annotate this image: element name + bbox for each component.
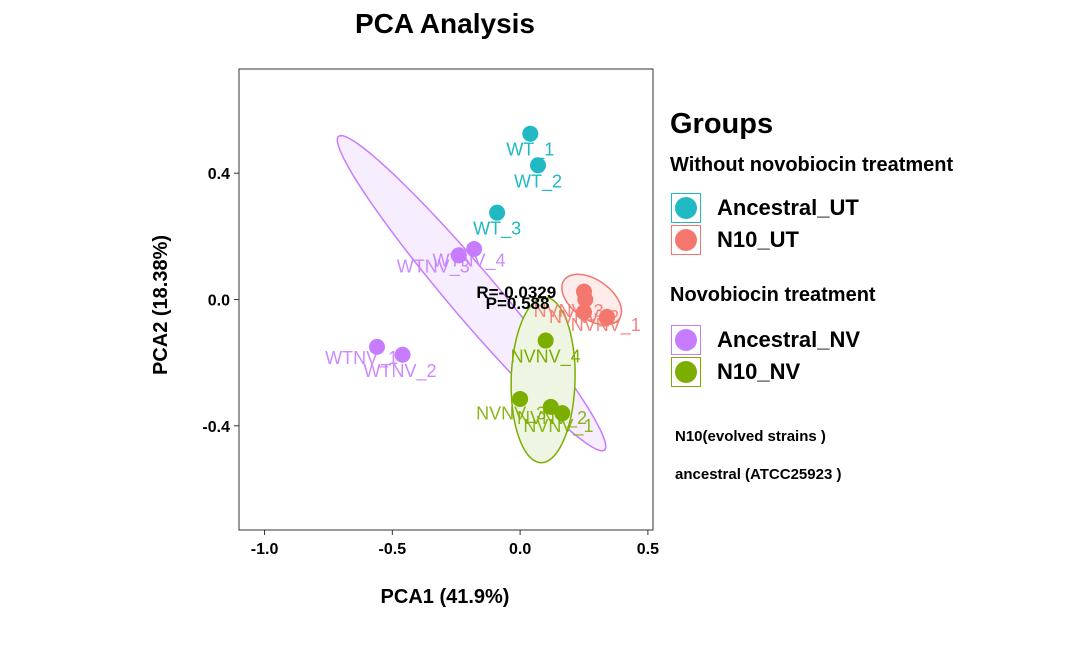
point-label: NVNV_3 [534, 301, 604, 322]
legend-label: Ancestral_UT [717, 195, 859, 220]
point-n10_nv [537, 332, 554, 349]
stat-annotation: P=0.588 [486, 294, 550, 313]
legend-note-n10: N10(evolved strains ) [675, 428, 826, 445]
point-label: NVNV_1 [571, 315, 641, 336]
point-label: NVNV_2 [517, 408, 587, 429]
legend-section-untreated-title: Without novobiocin treatment [670, 154, 954, 176]
point-n10_nv [554, 405, 571, 422]
legend-item-ancestral-ut: Ancestral_UT [671, 192, 1070, 224]
point-n10_nv [512, 390, 529, 407]
point-label: NVNV_4 [511, 347, 581, 368]
axes: -1.0 -0.5 0.0 0.5 -0.4 0.0 0.4 [202, 166, 659, 558]
point-n10_ut [577, 291, 594, 308]
point-ancestral_nv [394, 346, 411, 363]
ellipse-n10_nv [510, 296, 576, 464]
legend-label: Ancestral_NV [717, 327, 861, 352]
point-n10_ut [599, 308, 615, 325]
point-label: NVNV_1 [523, 416, 593, 437]
point-ancestral_ut [489, 204, 506, 221]
x-tick-label: 0.0 [509, 541, 531, 558]
data-points [369, 125, 615, 422]
point-label: WT_1 [506, 140, 554, 161]
point-ancestral_nv [466, 240, 483, 257]
x-axis-title: PCA1 (41.9%) [381, 586, 510, 608]
point-ancestral_nv [369, 338, 385, 355]
legend-key-ancestral-ut [671, 193, 701, 223]
point-label: NVNV_2 [549, 307, 619, 328]
x-tick-label: 0.5 [637, 541, 659, 558]
point-label: WTNV_3 [397, 257, 470, 278]
legend-title: Groups [670, 108, 774, 140]
point-ancestral_nv [450, 247, 467, 264]
legend: Groups Without novobiocin treatment Ance… [670, 106, 1070, 483]
point-label: WT_3 [473, 219, 521, 240]
legend-item-n10-ut: N10_UT [671, 224, 1070, 256]
point-n10_ut [576, 304, 592, 321]
legend-label: N10_UT [717, 227, 799, 252]
point-label: WTNV_4 [432, 250, 505, 271]
stat-annotation: R=-0.0329 [476, 283, 556, 302]
y-tick-label: 0.4 [208, 166, 230, 183]
x-tick-label: -1.0 [251, 541, 279, 558]
x-tick-label: -0.5 [379, 541, 407, 558]
legend-item-n10-nv: N10_NV [671, 356, 1070, 388]
point-ancestral_ut [530, 157, 546, 174]
confidence-ellipses [336, 134, 623, 464]
point-label: WT_2 [514, 171, 562, 192]
y-axis-title: PCA2 (18.38%) [150, 235, 172, 375]
legend-label: N10_NV [717, 359, 801, 384]
legend-note-ancestral: ancestral (ATCC25923 ) [675, 466, 842, 483]
chart-title: PCA Analysis [355, 8, 535, 39]
legend-key-ancestral-nv [671, 325, 701, 355]
point-label: WTNV_2 [363, 361, 436, 382]
legend-key-n10-nv [671, 357, 701, 387]
y-tick-label: 0.0 [208, 293, 230, 310]
point-label: WTNV_1 [325, 348, 398, 369]
legend-item-ancestral-nv: Ancestral_NV [671, 324, 1070, 356]
point-label: NVNV_3 [476, 403, 546, 424]
legend-key-n10-ut [671, 225, 701, 255]
legend-section-treated-title: Novobiocin treatment [670, 284, 876, 306]
y-tick-label: -0.4 [202, 419, 230, 436]
point-ancestral_ut [522, 125, 539, 142]
